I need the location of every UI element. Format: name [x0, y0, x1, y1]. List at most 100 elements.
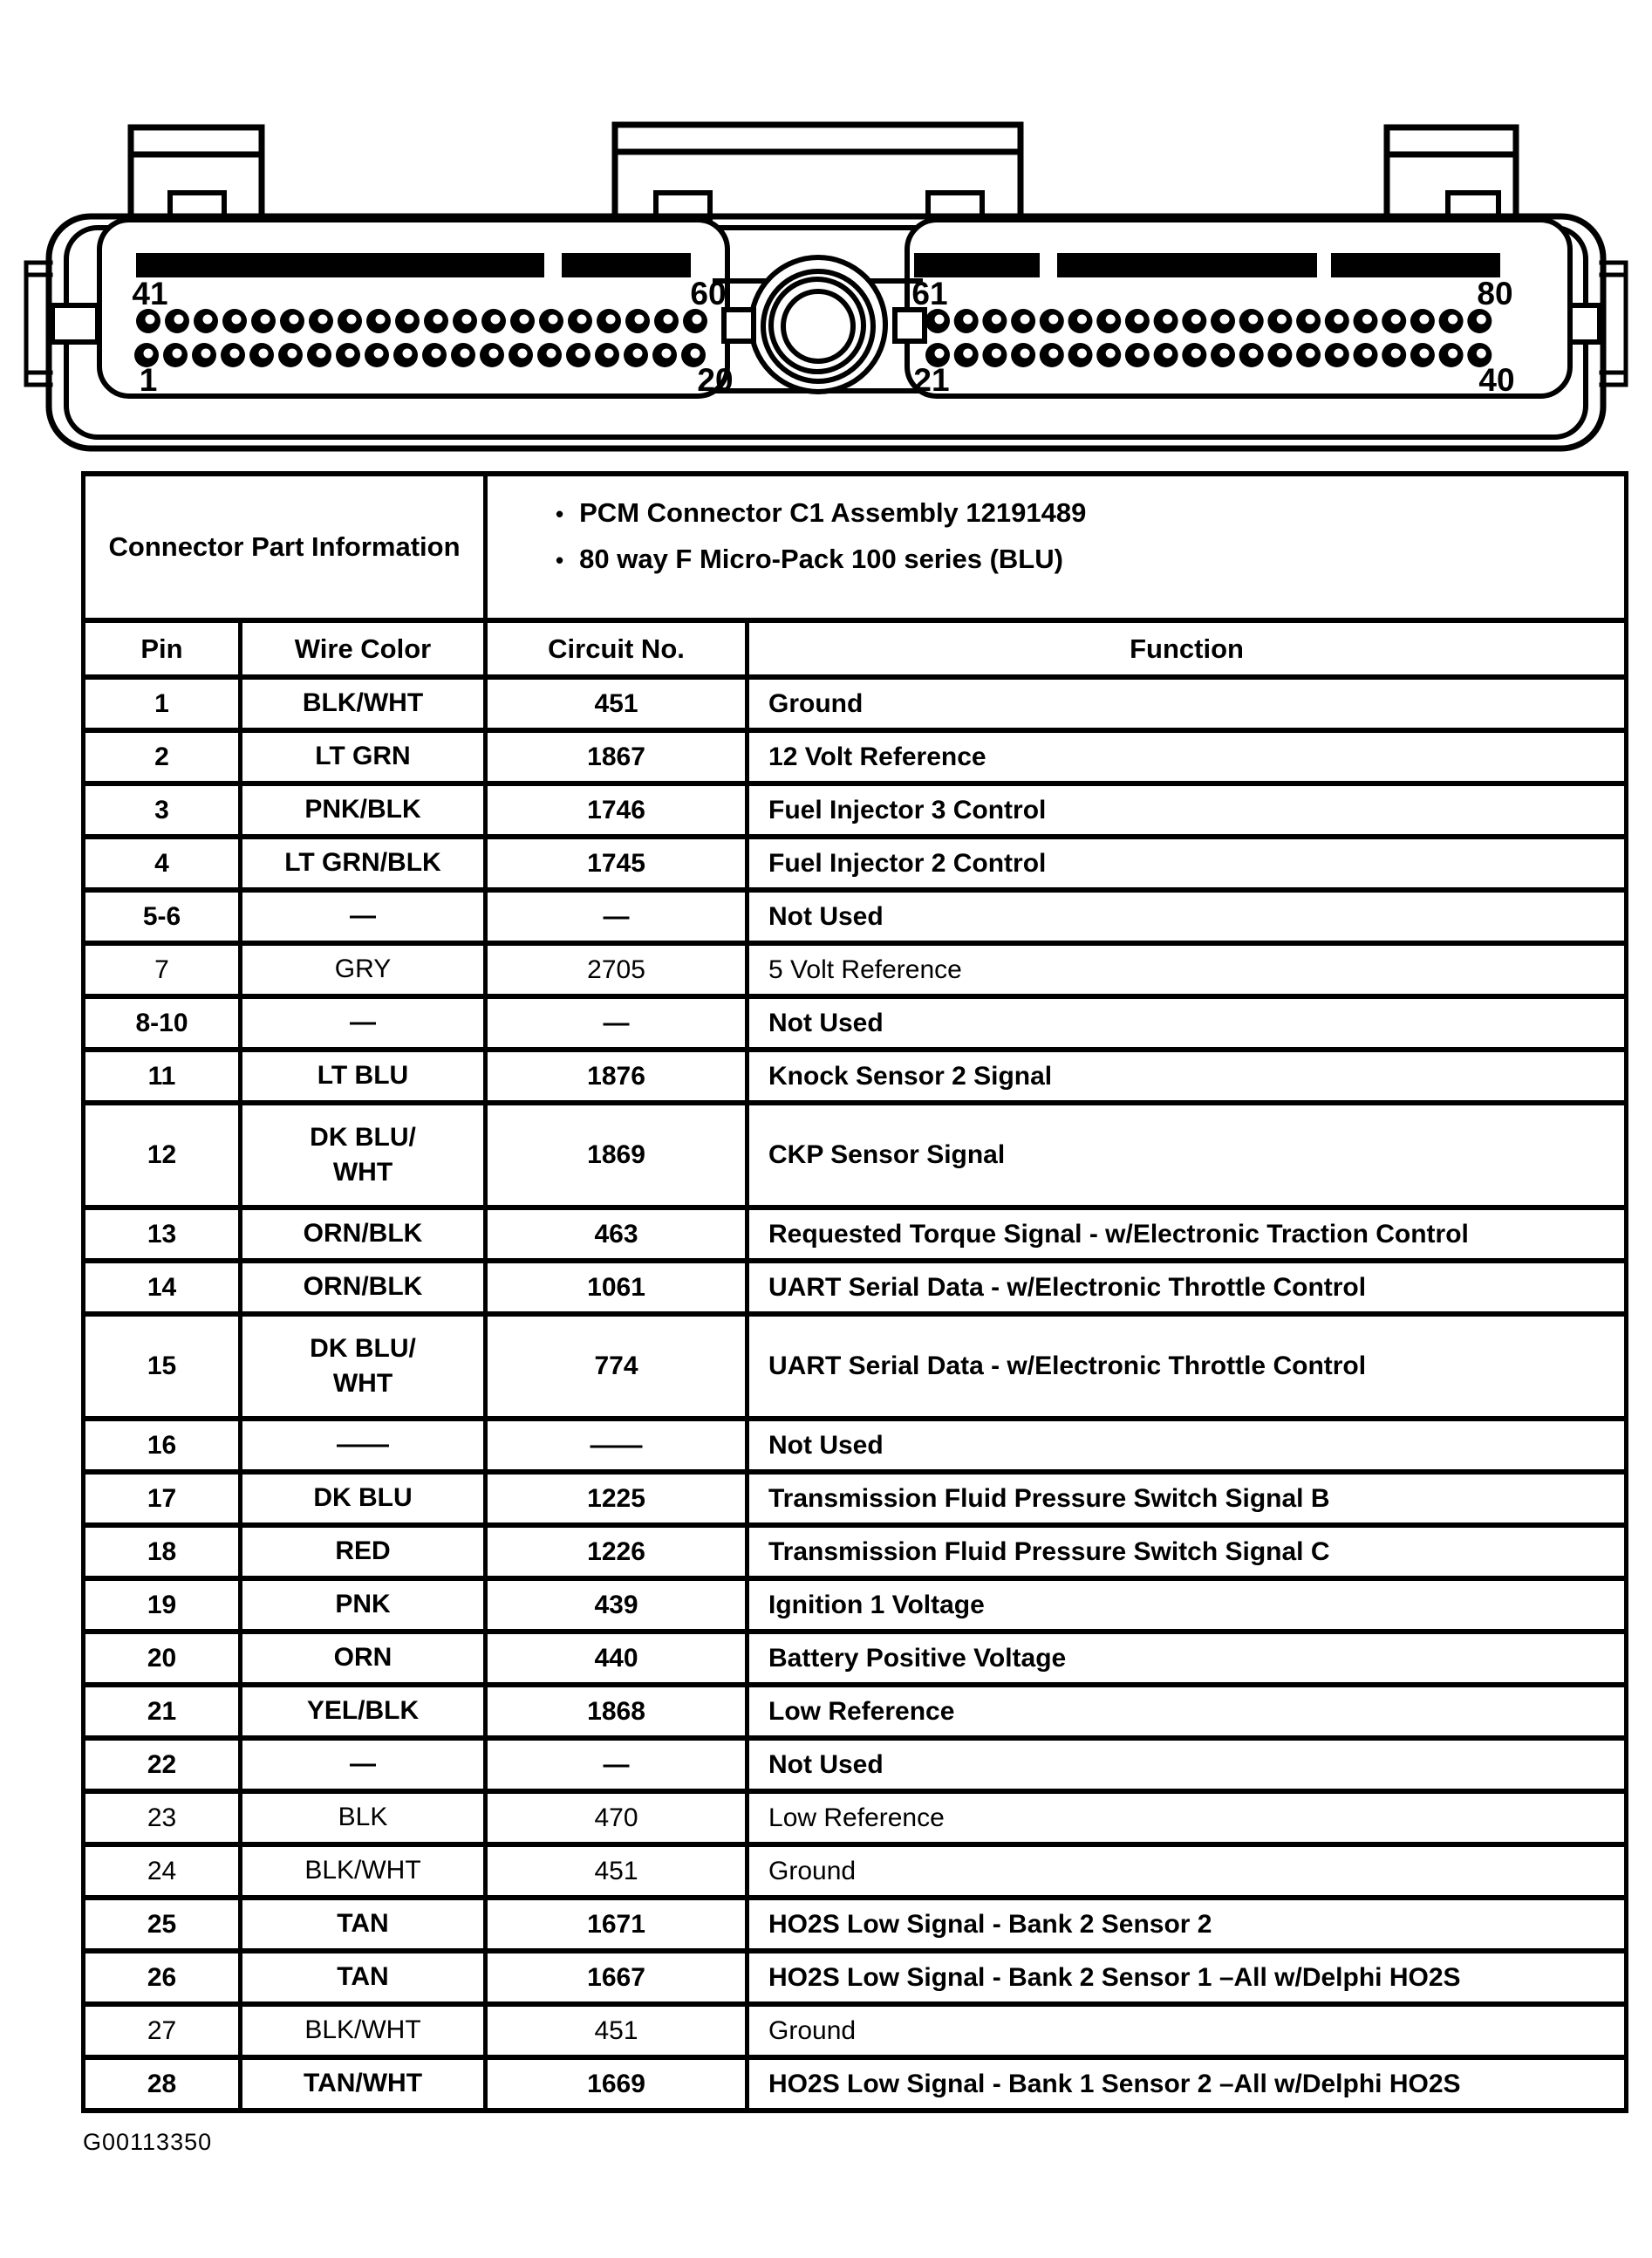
circuit-no-cell: 1225 [483, 1469, 750, 1528]
table-row: 8-10— — Not Used [81, 994, 1629, 1052]
table-row: 3 PNK/BLK 1746 Fuel Injector 3 Control [81, 781, 1629, 839]
function-cell: HO2S Low Signal - Bank 1 Sensor 2 –All w… [745, 2055, 1629, 2113]
wire-color-cell: YEL/BLK [237, 1682, 488, 1741]
function-cell: HO2S Low Signal - Bank 2 Sensor 1 –All w… [745, 1948, 1629, 2007]
table-row: 12 DK BLU/ WHT 1869 CKP Sensor Signal [81, 1100, 1629, 1210]
table-row: 1 BLK/WHT 451 Ground [81, 674, 1629, 733]
pinout-table-body: 1 BLK/WHT 451 Ground 2 LT GRN 1867 12 Volt Refe… [81, 674, 1629, 2113]
circuit-no-cell: 1669 [483, 2055, 750, 2113]
function-cell: Fuel Injector 2 Control [745, 834, 1629, 893]
wire-color-cell: — [237, 1735, 488, 1794]
wire-color-cell: LT GRN/BLK [237, 834, 488, 893]
pin-cell: 27 [81, 2001, 242, 2060]
left-pin-panel [97, 217, 730, 399]
bullet-icon: • [556, 547, 564, 573]
wire-color-cell: TAN [237, 1895, 488, 1954]
pin-label-41: 41 [132, 276, 167, 311]
pin-cell: 26 [81, 1948, 242, 2007]
circuit-no-cell: — [483, 994, 750, 1052]
function-cell: Not Used [745, 1735, 1629, 1794]
table-row: 16 —— —— Not Used [81, 1416, 1629, 1475]
circuit-no-cell: 1667 [483, 1948, 750, 2007]
pin-label-40: 40 [1478, 362, 1514, 398]
pin-cell: 8-10 [81, 994, 242, 1052]
pin-cell: 25 [81, 1895, 242, 1954]
pin-cell: 11 [81, 1047, 242, 1105]
connector-top-tabs [127, 121, 1519, 223]
pin-label-20: 20 [697, 362, 733, 398]
wire-color-cell: PNK/BLK [237, 781, 488, 839]
table-row: 2 LT GRN 1867 12 Volt Reference [81, 728, 1629, 786]
table-row: 23 BLK 470 Low Reference [81, 1789, 1629, 1847]
pin-cell: 1 [81, 674, 242, 733]
right-pin-field [925, 309, 1492, 367]
function-cell: Requested Torque Signal - w/Electronic T… [745, 1205, 1629, 1263]
function-cell: UART Serial Data - w/Electronic Throttle… [745, 1258, 1629, 1317]
wire-color-cell: DK BLU/ WHT [237, 1311, 488, 1421]
function-cell: Transmission Fluid Pressure Switch Signa… [745, 1522, 1629, 1581]
pin-cell: 24 [81, 1842, 242, 1900]
pin-cell: 20 [81, 1629, 242, 1687]
circuit-no-cell: 451 [483, 674, 750, 733]
pin-label-21: 21 [913, 362, 949, 398]
column-header-row: Pin Wire Color Circuit No. Function [81, 618, 1629, 680]
wire-color-cell: BLK/WHT [237, 674, 488, 733]
table-row: 28 TAN/WHT 1669 HO2S Low Signal - Bank 1 Se… [81, 2055, 1629, 2113]
table-row: 13 ORN/BLK 463 Requested Torque Signal - w/… [81, 1205, 1629, 1263]
table-row: 5-6— — Not Used [81, 887, 1629, 946]
function-cell: Low Reference [745, 1789, 1629, 1847]
wire-color-cell: PNK [237, 1576, 488, 1634]
function-column-header: Function [745, 618, 1629, 680]
wire-color-cell: DK BLU/ WHT [237, 1100, 488, 1210]
connector-drawing: 41 60 1 20 61 80 21 40 [24, 121, 1628, 452]
pcm-connector-diagram: 41 60 1 20 61 80 21 40 [0, 0, 1652, 471]
function-cell: Transmission Fluid Pressure Switch Signa… [745, 1469, 1629, 1528]
circuit-no-cell: 1671 [483, 1895, 750, 1954]
table-row: 20 ORN 440 Battery Positive Voltage [81, 1629, 1629, 1687]
pin-cell: 13 [81, 1205, 242, 1263]
table-row: 4 LT GRN/BLK 1745 Fuel Injector 2 Control [81, 834, 1629, 893]
pin-cell: 5-6 [81, 887, 242, 946]
table-row: 26 TAN 1667 HO2S Low Signal - Bank 2 Sensor… [81, 1948, 1629, 2007]
pin-cell: 17 [81, 1469, 242, 1528]
function-cell: Not Used [745, 994, 1629, 1052]
circuit-no-cell: 440 [483, 1629, 750, 1687]
pin-cell: 4 [81, 834, 242, 893]
table-row: 24 BLK/WHT 451 Ground [81, 1842, 1629, 1900]
circuit-no-cell: 1226 [483, 1522, 750, 1581]
circuit-no-cell: 1876 [483, 1047, 750, 1105]
function-cell: Low Reference [745, 1682, 1629, 1741]
right-pin-panel [905, 217, 1573, 399]
circuit-no-cell: 774 [483, 1311, 750, 1421]
pin-cell: 28 [81, 2055, 242, 2113]
assembly-bullet: • PCM Connector C1 Assembly 12191489 [556, 497, 1622, 529]
wire-color-cell: —— [237, 1416, 488, 1475]
function-cell: 12 Volt Reference [745, 728, 1629, 786]
circuit-no-cell: 439 [483, 1576, 750, 1634]
pin-cell: 7 [81, 941, 242, 999]
table-row: 22— — Not Used [81, 1735, 1629, 1794]
pin-label-60: 60 [690, 276, 726, 311]
series-text: 80 way F Micro-Pack 100 series (BLU) [579, 544, 1063, 574]
function-cell: Not Used [745, 887, 1629, 946]
pin-cell: 22 [81, 1735, 242, 1794]
function-cell: Knock Sensor 2 Signal [745, 1047, 1629, 1105]
function-cell: Ignition 1 Voltage [745, 1576, 1629, 1634]
left-pin-field [134, 309, 707, 367]
pin-label-80: 80 [1477, 276, 1512, 311]
circuit-no-cell: —— [483, 1416, 750, 1475]
function-cell: Battery Positive Voltage [745, 1629, 1629, 1687]
bullet-icon: • [556, 501, 564, 527]
connector-pinout-table: Connector Part Information • PCM Connect… [80, 471, 1629, 2113]
pin-label-1: 1 [140, 362, 158, 398]
wire-color-cell: ORN [237, 1629, 488, 1687]
wire-color-cell: LT BLU [237, 1047, 488, 1105]
table-row: 25 TAN 1671 HO2S Low Signal - Bank 2 Sensor… [81, 1895, 1629, 1954]
table-row: 11 LT BLU 1876 Knock Sensor 2 Signal [81, 1047, 1629, 1105]
table-row: 15 DK BLU/ WHT 774 UART Serial Data - w/Ele… [81, 1311, 1629, 1421]
wire-color-cell: — [237, 887, 488, 946]
circuit-no-cell: 1745 [483, 834, 750, 893]
figure-code: G00113350 [83, 2129, 213, 2155]
connector-assembly-info: • PCM Connector C1 Assembly 12191489 • 8… [483, 471, 1629, 623]
function-cell: Ground [745, 1842, 1629, 1900]
